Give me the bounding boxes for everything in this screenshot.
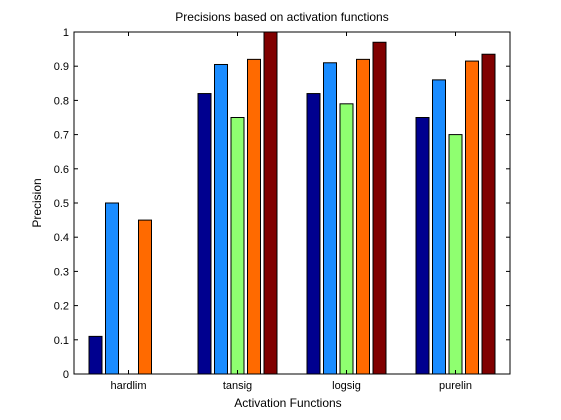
bar-group bbox=[88, 31, 496, 375]
y-tick-label: 0.8 bbox=[54, 95, 69, 107]
y-tick-label: 0.2 bbox=[54, 301, 69, 313]
y-axis-label: Precision bbox=[30, 178, 44, 227]
bar-logsig-series-5 bbox=[372, 41, 387, 375]
bar-purelin-series-3 bbox=[448, 134, 463, 375]
bar-tansig-series-5 bbox=[263, 31, 278, 375]
y-tick-label: 0.5 bbox=[54, 198, 69, 210]
y-tick-label: 0.7 bbox=[54, 130, 69, 142]
bar-tansig-series-4 bbox=[247, 58, 261, 375]
x-axis-label: Activation Functions bbox=[234, 396, 341, 410]
bar-purelin-series-1 bbox=[415, 117, 430, 375]
bar-tansig-series-1 bbox=[197, 93, 212, 375]
bar-tansig-series-2 bbox=[214, 63, 228, 375]
y-tick-label: 0 bbox=[63, 369, 69, 381]
bar-logsig-series-2 bbox=[323, 62, 337, 375]
x-axis: hardlim tansig logsig purelin bbox=[110, 32, 472, 392]
bar-purelin-series-2 bbox=[432, 79, 446, 375]
bar-logsig-series-4 bbox=[356, 58, 370, 375]
bar-logsig-series-3 bbox=[339, 103, 354, 375]
y-tick-label: 0.6 bbox=[54, 164, 69, 176]
bar-hardlim-series-1 bbox=[88, 335, 103, 375]
chart-title: Precisions based on activation functions bbox=[175, 10, 388, 24]
y-tick-label: 0.4 bbox=[54, 232, 69, 244]
y-tick-label: 0.3 bbox=[54, 266, 69, 278]
bar-logsig-series-1 bbox=[306, 93, 321, 375]
bar-hardlim-series-2 bbox=[105, 202, 119, 375]
y-tick-label: 0.9 bbox=[54, 61, 69, 73]
bar-tansig-series-3 bbox=[230, 117, 245, 375]
bar-purelin-series-4 bbox=[465, 60, 479, 375]
bar-purelin-series-5 bbox=[481, 53, 496, 375]
x-tick-label-hardlim: hardlim bbox=[110, 380, 146, 392]
x-tick-label-purelin: purelin bbox=[439, 380, 472, 392]
bar-hardlim-series-4 bbox=[138, 219, 152, 375]
x-tick-label-tansig: tansig bbox=[223, 380, 252, 392]
y-tick-label: 0.1 bbox=[54, 335, 69, 347]
x-tick-label-logsig: logsig bbox=[332, 380, 361, 392]
y-tick-label: 1 bbox=[63, 27, 69, 39]
y-axis: 0 0.1 0.2 0.3 0.4 0.5 0.6 0.7 0.8 0.9 1 bbox=[54, 27, 510, 381]
